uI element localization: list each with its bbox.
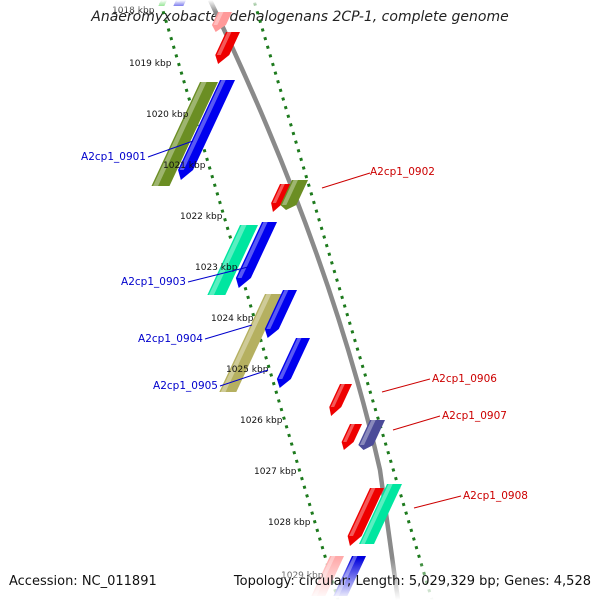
gene-label-leader bbox=[147, 140, 194, 158]
gene-label-leader bbox=[187, 266, 249, 283]
top-fade bbox=[0, 0, 600, 12]
gene-0908-teal-highlight bbox=[360, 484, 393, 544]
gene-label-leader bbox=[321, 172, 371, 189]
gene-top-pink bbox=[211, 12, 232, 32]
gene-label-text: A2cp1_0902 bbox=[370, 166, 435, 178]
gene-0902-olive bbox=[280, 180, 308, 210]
ticks-inner-reverse bbox=[158, 0, 340, 600]
gene-0906-red-body bbox=[329, 384, 352, 416]
gene-0908-red-body bbox=[347, 488, 384, 546]
gene-label-text: A2cp1_0901 bbox=[81, 151, 146, 163]
gene-0902-olive-body bbox=[280, 180, 308, 210]
gene-features bbox=[151, 0, 402, 596]
gene-label-text: A2cp1_0903 bbox=[121, 276, 186, 288]
gene-0903-blue-highlight bbox=[237, 222, 268, 278]
gene-0908-red-highlight bbox=[349, 488, 376, 536]
tick-label: 1027 kbp bbox=[254, 467, 297, 477]
gene-0901-olive-highlight bbox=[153, 82, 207, 186]
map-title: Anaeromyxobacter dehalogenans 2CP-1, com… bbox=[91, 9, 509, 25]
tick-label: 1028 kbp bbox=[268, 518, 311, 528]
gene-0907-slate-body bbox=[358, 420, 385, 450]
tick-label: 1021 kbp bbox=[163, 161, 206, 171]
gene-0901-blue bbox=[178, 80, 235, 180]
tick-label: 1024 kbp bbox=[211, 314, 254, 324]
gene-top-pink-highlight bbox=[213, 12, 224, 25]
gene-label-A2cp1_0901[interactable]: A2cp1_0901 bbox=[81, 140, 194, 163]
gene-0902-olive-highlight bbox=[281, 180, 298, 205]
gene-0906-red-highlight bbox=[330, 384, 345, 407]
gene-top-pink-body bbox=[211, 12, 232, 32]
gene-label-leader bbox=[413, 495, 462, 509]
gene-label-text: A2cp1_0905 bbox=[153, 380, 218, 392]
gene-top-red bbox=[215, 32, 240, 64]
gene-0902-red-body bbox=[271, 184, 292, 212]
gene-0904-blue-body bbox=[264, 290, 297, 338]
gene-0907-slate bbox=[358, 420, 385, 450]
gene-label-text: A2cp1_0907 bbox=[442, 410, 507, 422]
gene-label-A2cp1_0903[interactable]: A2cp1_0903 bbox=[121, 266, 249, 288]
accession-text: Accession: NC_011891 bbox=[9, 574, 157, 589]
gene-label-A2cp1_0904[interactable]: A2cp1_0904 bbox=[138, 324, 253, 345]
gene-0907-red bbox=[341, 424, 362, 450]
gene-0904-blue bbox=[264, 290, 297, 338]
tick-rows bbox=[158, 0, 434, 600]
bottom-fade bbox=[0, 558, 600, 600]
gene-0902-red bbox=[271, 184, 292, 212]
gene-0906-red bbox=[329, 384, 352, 416]
gene-0903-blue-body bbox=[235, 222, 277, 288]
gene-0904-khaki-highlight bbox=[220, 294, 272, 392]
gene-label-leader bbox=[219, 369, 269, 387]
tick-label: 1022 kbp bbox=[180, 212, 223, 222]
gene-0902-red-highlight bbox=[272, 184, 285, 203]
gene-0908-teal-body bbox=[359, 484, 402, 544]
ticks-outer-forward bbox=[252, 0, 434, 600]
gene-0903-teal bbox=[207, 225, 258, 295]
gene-0904-khaki-body bbox=[219, 294, 282, 392]
gene-0904-khaki bbox=[219, 294, 282, 392]
gene-label-A2cp1_0902[interactable]: A2cp1_0902 bbox=[321, 166, 435, 189]
gene-0905-blue bbox=[276, 338, 310, 388]
tick-label: 1025 kbp bbox=[226, 365, 269, 375]
gene-label-text: A2cp1_0906 bbox=[432, 373, 497, 385]
gene-0901-olive-body bbox=[151, 82, 218, 186]
tick-label: 1020 kbp bbox=[146, 110, 189, 120]
gene-label-leader bbox=[204, 324, 253, 340]
gene-label-A2cp1_0908[interactable]: A2cp1_0908 bbox=[413, 490, 528, 509]
gene-0907-slate-highlight bbox=[359, 420, 376, 445]
gene-label-text: A2cp1_0908 bbox=[463, 490, 528, 502]
gene-label-leader bbox=[381, 378, 431, 393]
gene-0903-teal-highlight bbox=[208, 225, 247, 295]
gene-label-A2cp1_0906[interactable]: A2cp1_0906 bbox=[381, 373, 497, 393]
gene-0901-olive bbox=[151, 82, 218, 186]
gene-0904-blue-highlight bbox=[266, 290, 289, 329]
tick-label: 1026 kbp bbox=[240, 416, 283, 426]
tick-label: 1019 kbp bbox=[129, 59, 172, 69]
topology-text: Topology: circular; Length: 5,029,329 bp… bbox=[233, 574, 591, 589]
gene-0905-blue-highlight bbox=[278, 338, 302, 379]
gene-0903-teal-body bbox=[207, 225, 258, 295]
gene-0903-blue bbox=[235, 222, 277, 288]
tick-label: 1023 kbp bbox=[195, 263, 238, 273]
gene-top-red-body bbox=[215, 32, 240, 64]
gene-0907-red-body bbox=[341, 424, 362, 450]
gene-0901-blue-body bbox=[178, 80, 235, 180]
gene-label-leader bbox=[392, 415, 441, 431]
gene-top-red-highlight bbox=[216, 32, 232, 55]
gene-label-A2cp1_0907[interactable]: A2cp1_0907 bbox=[392, 410, 507, 431]
gene-0908-red bbox=[347, 488, 384, 546]
gene-0908-teal bbox=[359, 484, 402, 544]
gene-labels: A2cp1_0901 A2cp1_0902 A2cp1_0903 A2cp1_0904… bbox=[81, 140, 528, 509]
gene-label-A2cp1_0905[interactable]: A2cp1_0905 bbox=[153, 369, 269, 392]
gene-label-text: A2cp1_0904 bbox=[138, 333, 203, 345]
gene-0901-blue-highlight bbox=[179, 80, 226, 170]
gene-0905-blue-body bbox=[276, 338, 310, 388]
gene-0907-red-highlight bbox=[343, 424, 355, 442]
